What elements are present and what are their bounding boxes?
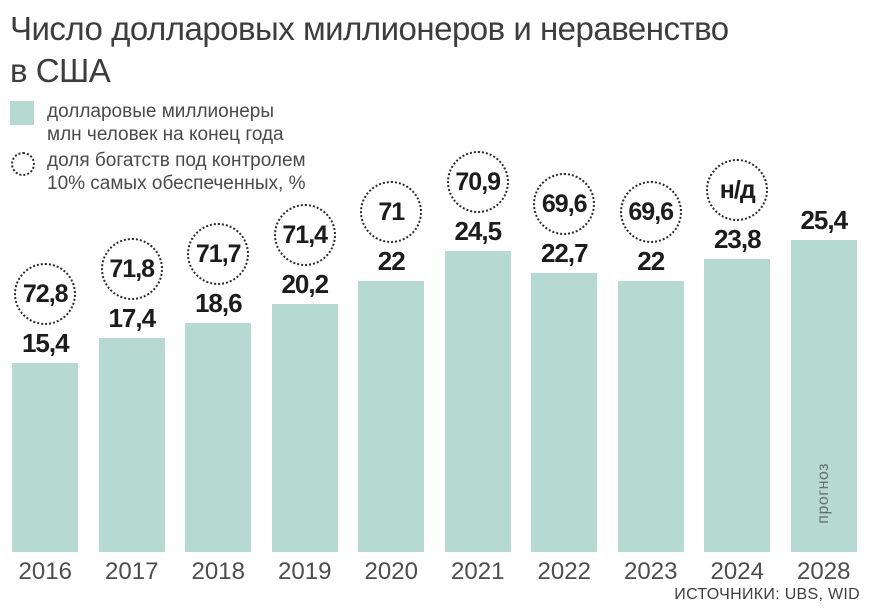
inequality-value-2018: 71,7 (195, 239, 242, 268)
bar-2028: прогноз (790, 240, 857, 552)
bar-value-label-2024: 23,8 (713, 224, 762, 254)
inequality-circle-2024: н/д (706, 159, 769, 221)
legend-inequality-line1: доля богатств под контролем (47, 150, 306, 171)
inequality-circle-2018: 71,7 (187, 223, 250, 285)
year-label-2022: 2022 (537, 558, 591, 585)
bar-value-label-2020: 22 (377, 246, 406, 276)
legend-millionaires-line2: млн человек на конец года (47, 124, 284, 145)
inequality-circle-2019: 71,4 (273, 204, 336, 266)
bar-value-label-2028: 25,4 (800, 205, 848, 235)
chart-column-2017: 71,8 17,4 2017 (89, 238, 176, 585)
inequality-circle-2021: 70,9 (446, 151, 509, 213)
bar-value-label-2016: 15,4 (21, 328, 70, 358)
bar-2020 (358, 281, 425, 552)
inequality-value-2017: 71,8 (109, 254, 155, 283)
source-note: ИСТОЧНИКИ: UBS, WID (674, 586, 860, 603)
year-label-2019: 2019 (278, 558, 332, 585)
inequality-value-2023: 69,6 (628, 197, 674, 226)
chart-column-2023: 69,6 22 2023 (608, 181, 695, 585)
bar-swatch-icon (10, 101, 34, 125)
bar-value-label-2019: 20,2 (281, 269, 329, 299)
inequality-circle-2016: 72,8 (14, 263, 77, 325)
page-title-line2: в США (10, 52, 111, 89)
legend: долларовые миллионеры млн человек на кон… (10, 100, 306, 195)
year-label-2021: 2021 (451, 558, 505, 585)
bar-2018 (185, 323, 252, 552)
inequality-value-2024: н/д (719, 175, 756, 204)
bar-value-label-2021: 24,5 (454, 216, 502, 246)
bar-value-label-2022: 22,7 (540, 238, 589, 268)
bar-2023 (617, 281, 684, 552)
bar-value-label-2018: 18,6 (194, 288, 243, 318)
chart-column-2019: 71,4 20,2 2019 (262, 204, 349, 585)
inequality-value-2022: 69,6 (541, 189, 588, 218)
bar-2024 (704, 259, 771, 552)
chart-column-2018: 71,7 18,6 2018 (175, 223, 262, 585)
inequality-circle-2022: 69,6 (533, 173, 596, 235)
inequality-value-2019: 71,4 (282, 220, 328, 249)
bar-2017 (98, 338, 165, 552)
legend-inequality-line2: 10% самых обеспеченных, % (47, 173, 306, 194)
year-label-2020: 2020 (364, 558, 418, 585)
forecast-label-wrap: прогноз (791, 463, 857, 524)
legend-item-inequality: доля богатств под контролем 10% самых об… (10, 149, 306, 195)
inequality-value-2020: 71 (378, 197, 405, 226)
year-label-2017: 2017 (105, 558, 159, 585)
chart-column-2028: 25,4 прогноз 2028 (781, 205, 868, 585)
inequality-value-2021: 70,9 (455, 167, 501, 196)
year-label-2028: 2028 (797, 558, 851, 585)
chart-column-2022: 69,6 22,7 2022 (521, 173, 608, 585)
legend-inequality-text: доля богатств под контролем 10% самых об… (47, 149, 306, 195)
year-label-2023: 2023 (624, 558, 678, 585)
bar-value-label-2023: 22 (637, 246, 665, 276)
chart-column-2024: н/д 23,8 2024 (694, 159, 781, 585)
bar-value-label-2017: 17,4 (108, 303, 156, 333)
dotted-circle-icon (11, 152, 35, 176)
bar-2019 (271, 304, 338, 552)
bar-2022 (531, 273, 598, 552)
chart-column-2020: 71 22 2020 (348, 181, 435, 585)
year-label-2024: 2024 (710, 558, 764, 585)
chart-column-2016: 72,8 15,4 2016 (2, 263, 89, 585)
page-title-line1: Число долларовых миллионеров и неравенст… (10, 10, 729, 47)
year-label-2018: 2018 (191, 558, 245, 585)
year-label-2016: 2016 (18, 558, 72, 585)
bar-2016 (12, 363, 79, 552)
bar-chart: 72,8 15,4 2016 71,8 17,4 2017 71,7 18,6 2018 71,4… (2, 151, 867, 585)
legend-millionaires-text: долларовые миллионеры млн человек на кон… (47, 100, 284, 146)
page-title: Число долларовых миллионеров и неравенст… (10, 8, 859, 92)
inequality-value-2016: 72,8 (22, 279, 69, 308)
inequality-circle-2017: 71,8 (100, 238, 163, 300)
legend-item-millionaires: долларовые миллионеры млн человек на кон… (10, 100, 306, 146)
bar-2021 (444, 251, 511, 552)
legend-millionaires-line1: долларовые миллионеры (47, 101, 275, 122)
inequality-circle-2020: 71 (360, 181, 423, 243)
inequality-circle-2023: 69,6 (619, 181, 682, 243)
forecast-label: прогноз (814, 463, 832, 524)
chart-column-2021: 70,9 24,5 2021 (435, 151, 522, 585)
